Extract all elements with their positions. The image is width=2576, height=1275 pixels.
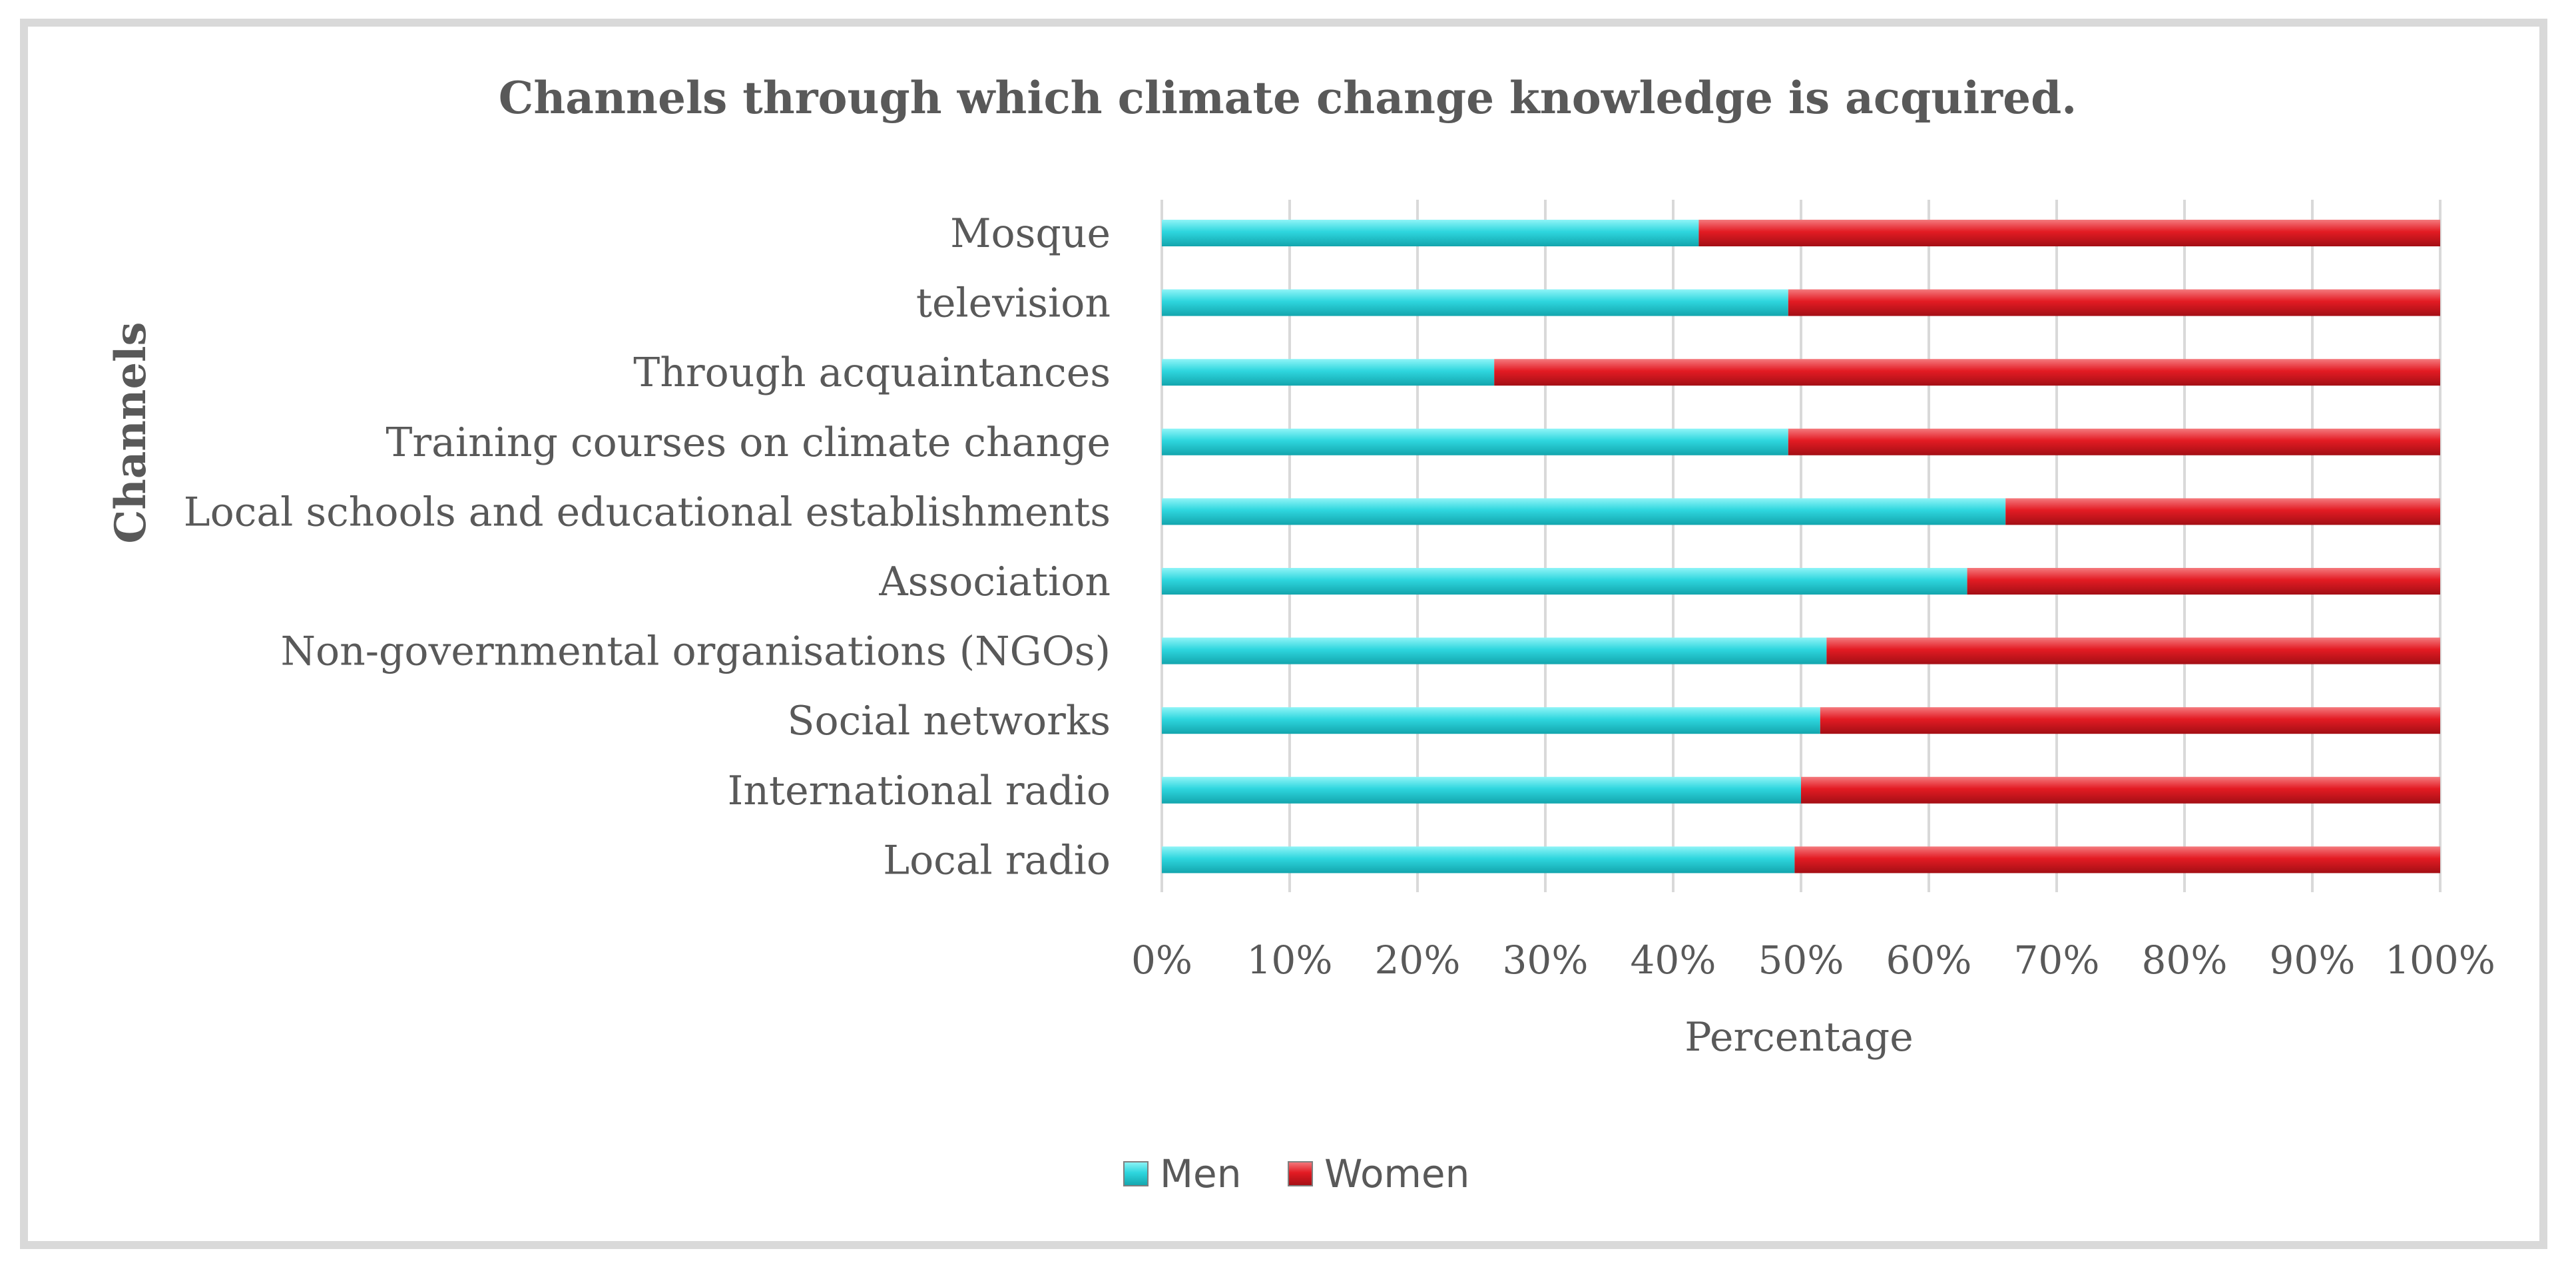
x-tick-label: 0% <box>1131 937 1192 983</box>
category-labels: Mosque television Through acquaintances Tra… <box>184 210 1111 884</box>
category-label: Training courses on climate change <box>386 419 1111 466</box>
bar-women-segment <box>1801 776 2440 804</box>
legend-label-men: Men <box>1160 1151 1242 1196</box>
category-label: Social networks <box>787 698 1111 744</box>
bar-women-segment <box>1794 846 2440 874</box>
bar-women-segment <box>1820 707 2440 734</box>
legend-swatch-men <box>1123 1161 1149 1186</box>
category-label: Local radio <box>883 837 1111 884</box>
x-tick-label: 50% <box>1758 937 1844 983</box>
legend-swatch-women <box>1288 1161 1313 1186</box>
bar-men-segment <box>1162 428 1788 455</box>
x-tick-label: 10% <box>1247 937 1333 983</box>
x-tick-label: 100% <box>2385 937 2495 983</box>
x-tick-label: 90% <box>2270 937 2356 983</box>
y-axis-title: Channels <box>106 322 156 543</box>
bar-women-segment <box>1698 220 2440 246</box>
legend: Men Women <box>1123 1151 1469 1196</box>
bar-men-segment <box>1162 220 1699 246</box>
bar-women-segment <box>1788 289 2440 316</box>
bar-men-segment <box>1162 359 1495 386</box>
x-tick-label: 70% <box>2014 937 2100 983</box>
x-tick-label: 80% <box>2142 937 2228 983</box>
category-label: television <box>916 280 1111 327</box>
x-tick-label: 20% <box>1375 937 1461 983</box>
bar-women-segment <box>2005 498 2440 525</box>
category-label: International radio <box>728 768 1111 814</box>
chart-title: Channels through which climate change kn… <box>499 72 2077 124</box>
x-tick-labels: 0% 10% 20% 30% 40% 50% 60% 70% 80% 90% 100% <box>1131 937 2495 983</box>
bar-men-segment <box>1162 637 1827 664</box>
bar-men-segment <box>1162 776 1801 804</box>
bar-men-segment <box>1162 707 1820 734</box>
category-label: Association <box>878 559 1111 605</box>
category-label: Non-governmental organisations (NGOs) <box>280 629 1111 675</box>
bar-men-segment <box>1162 498 2006 525</box>
category-label: Mosque <box>950 210 1111 257</box>
category-label: Local schools and educational establishm… <box>184 489 1111 535</box>
bar-women-segment <box>1788 428 2440 455</box>
bar-men-segment <box>1162 568 1967 595</box>
bar-men-segment <box>1162 846 1795 874</box>
x-tick-label: 60% <box>1886 937 1972 983</box>
bar-men-segment <box>1162 289 1788 316</box>
legend-label-women: Women <box>1324 1151 1469 1196</box>
x-tick-label: 30% <box>1503 937 1589 983</box>
bar-women-segment <box>1967 568 2440 595</box>
x-tick-label: 40% <box>1631 937 1716 983</box>
x-axis-title: Percentage <box>1684 1014 1913 1061</box>
bar-women-segment <box>1494 359 2440 386</box>
bars <box>1162 220 2440 874</box>
bar-women-segment <box>1826 637 2440 664</box>
category-label: Through acquaintances <box>633 350 1111 396</box>
